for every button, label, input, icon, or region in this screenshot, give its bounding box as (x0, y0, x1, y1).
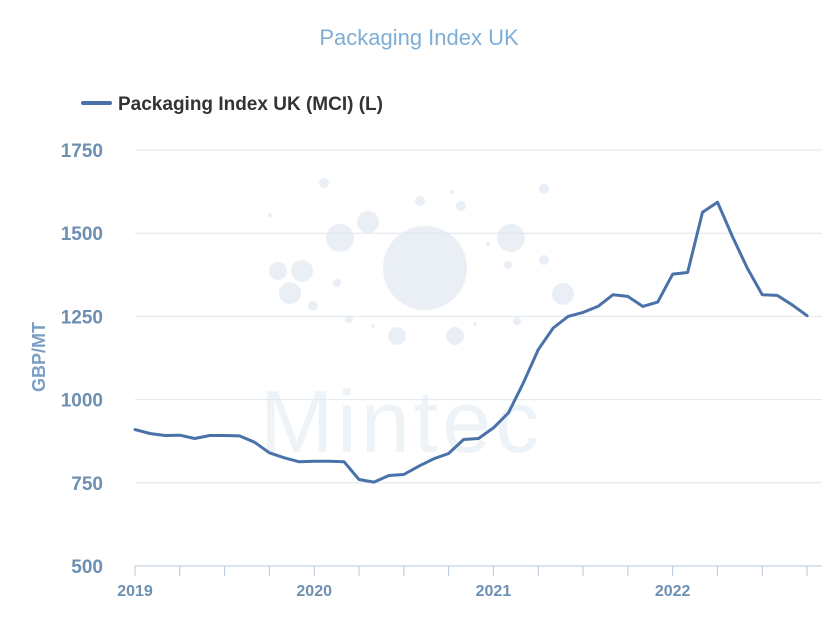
y-axis-ticks: 500 750 1000 1250 1500 1750 (61, 141, 103, 578)
series-line[interactable] (133, 200, 809, 484)
y-tick-label: 1000 (61, 391, 103, 412)
grid-lines (135, 149, 822, 484)
y-axis-label: GBP/MT (29, 322, 49, 392)
series-group (133, 200, 809, 484)
y-tick-label: 750 (71, 474, 103, 495)
y-tick-label: 500 (71, 557, 103, 578)
x-tick-label: 2020 (296, 583, 332, 600)
x-axis (134, 565, 822, 576)
watermark: Mintec (260, 178, 574, 471)
chart-title: Packaging Index UK (319, 25, 519, 50)
y-tick-label: 1750 (61, 141, 103, 162)
y-tick-label: 1500 (61, 224, 103, 245)
x-tick-label: 2022 (655, 583, 691, 600)
y-tick-label: 1250 (61, 307, 103, 328)
x-tick-label: 2021 (476, 583, 512, 600)
x-tick-label: 2019 (117, 583, 153, 600)
watermark-logo-icon (268, 178, 574, 345)
watermark-text: Mintec (260, 372, 543, 471)
legend-label[interactable]: Packaging Index UK (MCI) (L) (118, 94, 383, 115)
x-axis-ticks: 2019 2020 2021 2022 (117, 583, 690, 600)
legend[interactable]: Packaging Index UK (MCI) (L) (81, 94, 383, 115)
